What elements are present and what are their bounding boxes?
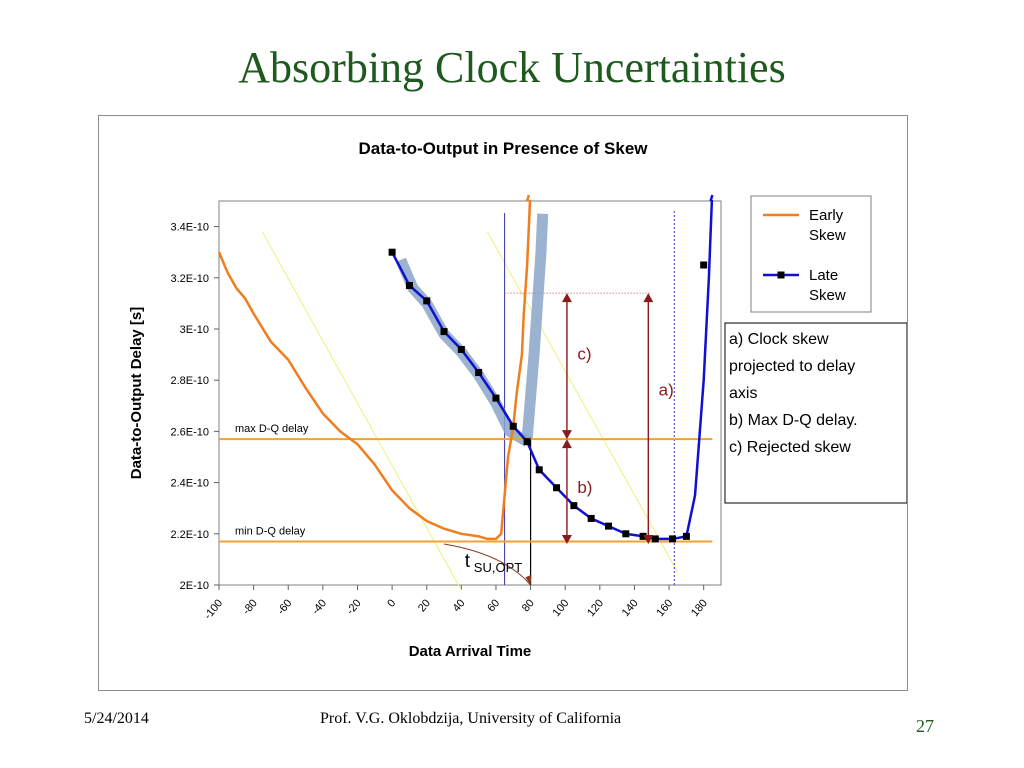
- diagonal-guide: [261, 231, 462, 591]
- x-tick-label: 20: [416, 597, 433, 614]
- notes-line: b) Max D-Q delay.: [729, 412, 858, 429]
- notes-line: projected to delay: [729, 358, 855, 375]
- arrow-c-head-bottom: [561, 430, 572, 440]
- label-b: b): [577, 478, 592, 497]
- x-tick-label: -40: [310, 597, 329, 617]
- late-skew-marker: [535, 466, 543, 474]
- skew-band: [521, 213, 549, 440]
- x-axis-label: Data Arrival Time: [409, 643, 532, 660]
- x-tick-label: -80: [241, 597, 260, 617]
- arrow-b-head-bottom: [561, 535, 572, 545]
- x-tick-label: 60: [485, 597, 502, 614]
- late-skew-line: [390, 188, 714, 541]
- x-tick-label: 80: [520, 597, 537, 614]
- slide-title: Absorbing Clock Uncertainties: [238, 43, 786, 92]
- tsu-arrowhead: [525, 574, 532, 585]
- x-tick-label: 40: [451, 597, 468, 614]
- tsu-subscript: SU,OPT: [474, 560, 522, 575]
- arrow-c-head-top: [561, 293, 572, 303]
- legend-early-label2: Skew: [809, 227, 846, 244]
- legend-late-marker: [777, 271, 785, 279]
- notes-line: a) Clock skew: [729, 331, 829, 348]
- diagonal-guide: [486, 231, 679, 573]
- chart-frame: Data-to-Output in Presence of Skew 2E-10 2…: [98, 115, 908, 691]
- late-skew-marker: [405, 281, 413, 289]
- footer-author: Prof. V.G. Oklobdzija, University of Cal…: [320, 710, 622, 727]
- notes-line: axis: [729, 385, 757, 402]
- chart-title-overlay: Data-to-Output in Presence of Skew: [358, 139, 648, 158]
- x-tick-label: -60: [275, 597, 294, 617]
- legend-late-label: Late: [809, 267, 838, 284]
- early-skew-overflow: [525, 194, 531, 202]
- y-tick-label: 2.8E-10: [170, 375, 209, 387]
- label-c: c): [577, 345, 591, 364]
- late-skew-marker: [388, 248, 396, 256]
- y-tick-label: 2.2E-10: [170, 529, 209, 541]
- tsu-label: t: [465, 551, 471, 572]
- late-skew-marker: [669, 535, 677, 543]
- notes-line: c) Rejected skew: [729, 439, 851, 456]
- x-tick-label: 160: [654, 597, 675, 619]
- notes-box: [724, 322, 907, 504]
- tsu-curve: [443, 543, 531, 586]
- early-skew-line: [217, 188, 532, 541]
- x-tick-label: 180: [689, 597, 710, 619]
- y-tick-label: 2.6E-10: [170, 426, 209, 438]
- y-tick-label: 3.2E-10: [170, 273, 209, 285]
- y-axis-label: Data-to-Output Delay [s]: [128, 307, 145, 480]
- x-tick-label: -100: [202, 597, 225, 622]
- max-dq-label: max D-Q delay: [235, 423, 309, 435]
- y-tick-label: 2E-10: [180, 580, 209, 592]
- late-skew-marker: [587, 514, 595, 522]
- x-tick-label: 120: [585, 597, 606, 619]
- late-skew-marker: [651, 535, 659, 543]
- late-skew-marker: [622, 530, 630, 538]
- late-skew-overflow: [709, 194, 714, 202]
- y-tick-label: 3.4E-10: [170, 222, 209, 234]
- arrow-a-head-bottom: [643, 535, 654, 545]
- y-tick-label: 2.4E-10: [170, 478, 209, 490]
- min-dq-label: min D-Q delay: [235, 525, 306, 537]
- late-skew-marker: [682, 532, 690, 540]
- label-a: a): [659, 381, 674, 400]
- late-skew-marker: [639, 532, 647, 540]
- page-number: 27: [916, 716, 934, 736]
- late-skew-marker: [523, 438, 531, 446]
- late-skew-marker: [570, 502, 578, 510]
- arrow-b-head-top: [561, 439, 572, 449]
- x-tick-label: -20: [344, 597, 363, 617]
- legend-early-label: Early: [809, 207, 844, 224]
- footer-date: 5/24/2014: [84, 710, 149, 727]
- y-tick-label: 3E-10: [180, 324, 209, 336]
- x-tick-label: 0: [385, 597, 398, 609]
- late-skew-marker: [440, 328, 448, 336]
- arrow-a-head-top: [643, 293, 654, 303]
- late-skew-marker: [604, 522, 612, 530]
- late-skew-marker: [700, 261, 708, 269]
- late-skew-marker: [475, 369, 483, 377]
- late-skew-marker: [457, 345, 465, 353]
- legend-late-label2: Skew: [809, 287, 846, 304]
- late-skew-marker: [423, 297, 431, 305]
- x-tick-label: 140: [620, 597, 641, 619]
- plot-area: [218, 200, 722, 586]
- x-tick-label: 100: [551, 597, 572, 619]
- plot-top-mask: [220, 116, 720, 200]
- late-skew-marker: [492, 394, 500, 402]
- chart-svg: Data-to-Output in Presence of Skew 2E-10 2…: [128, 116, 907, 660]
- late-skew-marker: [553, 484, 561, 492]
- late-skew-marker: [509, 422, 517, 430]
